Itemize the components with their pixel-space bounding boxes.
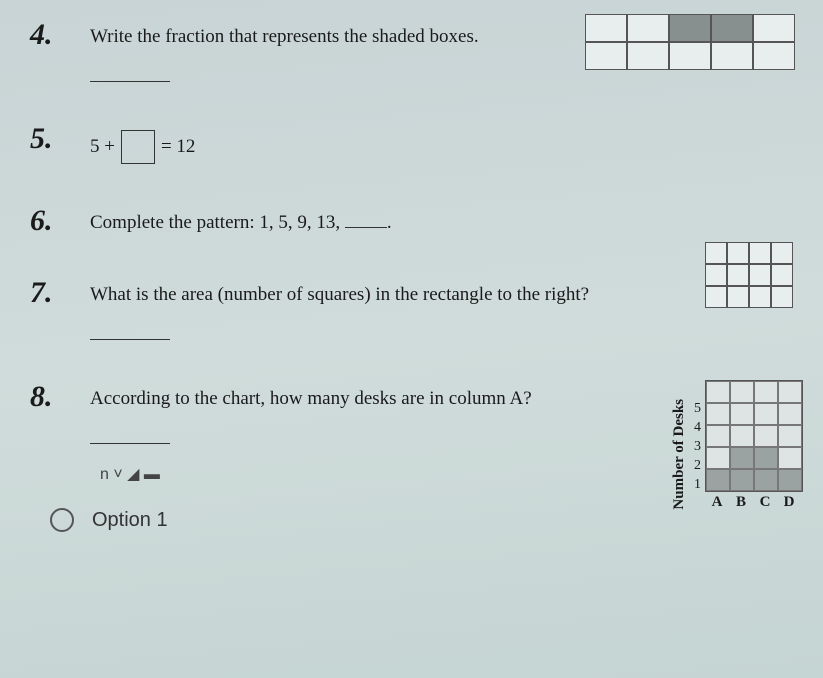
chart-cell bbox=[754, 403, 778, 425]
question-body: Complete the pattern: 1, 5, 9, 13, . bbox=[90, 206, 793, 234]
y-tick: 3 bbox=[694, 439, 701, 455]
chart-cell bbox=[706, 403, 730, 425]
grid-cell bbox=[771, 286, 793, 308]
y-tick: 2 bbox=[694, 458, 701, 474]
grid-cell bbox=[753, 14, 795, 42]
question-number: 4. bbox=[30, 20, 90, 50]
grid-cell bbox=[669, 42, 711, 70]
answer-blank[interactable] bbox=[90, 420, 170, 444]
chart-cell bbox=[778, 469, 802, 491]
chart-cell bbox=[778, 381, 802, 403]
trailing-period: . bbox=[387, 212, 392, 233]
chart-cell bbox=[754, 469, 778, 491]
chart-cell bbox=[778, 447, 802, 469]
grid-cell bbox=[705, 242, 727, 264]
grid-cell bbox=[771, 242, 793, 264]
grid-cell bbox=[727, 242, 749, 264]
chart-cell bbox=[778, 403, 802, 425]
grid-cell bbox=[705, 264, 727, 286]
x-tick: B bbox=[729, 494, 753, 511]
chart-cell bbox=[730, 381, 754, 403]
question-text: Write the fraction that represents the s… bbox=[90, 26, 479, 47]
grid-cell bbox=[585, 14, 627, 42]
grid-cell bbox=[669, 14, 711, 42]
answer-blank[interactable] bbox=[90, 316, 170, 340]
equation-right: = 12 bbox=[161, 136, 195, 158]
chart-cell bbox=[730, 403, 754, 425]
desks-chart: Number of Desks 5 4 3 2 1 ABCD bbox=[671, 380, 803, 511]
question-body: 5 + = 12 bbox=[90, 124, 793, 164]
question-number: 6. bbox=[30, 206, 90, 236]
x-tick: C bbox=[753, 494, 777, 511]
grid-cell bbox=[749, 264, 771, 286]
grid-cell bbox=[627, 42, 669, 70]
chart-cell bbox=[706, 381, 730, 403]
fraction-grid bbox=[585, 14, 795, 70]
question-text: What is the area (number of squares) in … bbox=[90, 284, 589, 305]
chart-cell bbox=[730, 469, 754, 491]
grid-cell bbox=[711, 14, 753, 42]
question-5: 5. 5 + = 12 bbox=[30, 124, 793, 164]
question-number: 8. bbox=[30, 382, 90, 412]
chart-cell bbox=[706, 447, 730, 469]
question-text: According to the chart, how many desks a… bbox=[90, 388, 532, 409]
chart-y-axis-label: Number of Desks bbox=[671, 381, 688, 510]
chart-cell bbox=[706, 425, 730, 447]
question-number: 7. bbox=[30, 278, 90, 308]
chart-cell bbox=[730, 447, 754, 469]
question-body: What is the area (number of squares) in … bbox=[90, 278, 793, 340]
chart-x-ticks: ABCD bbox=[705, 494, 803, 511]
grid-cell bbox=[627, 14, 669, 42]
chart-y-ticks: 5 4 3 2 1 bbox=[694, 401, 701, 511]
chart-cell bbox=[706, 469, 730, 491]
question-text: Complete the pattern: 1, 5, 9, 13, bbox=[90, 212, 345, 233]
question-6: 6. Complete the pattern: 1, 5, 9, 13, . bbox=[30, 206, 793, 236]
x-tick: A bbox=[705, 494, 729, 511]
grid-cell bbox=[749, 286, 771, 308]
option-1-row[interactable]: Option 1 bbox=[50, 508, 793, 532]
chart-cell bbox=[754, 381, 778, 403]
y-tick: 5 bbox=[694, 401, 701, 417]
chart-cell bbox=[730, 425, 754, 447]
question-number: 5. bbox=[30, 124, 90, 154]
grid-cell bbox=[727, 286, 749, 308]
grid-cell bbox=[753, 42, 795, 70]
equation-input-box[interactable] bbox=[121, 130, 155, 164]
grid-cell bbox=[727, 264, 749, 286]
chart-cell bbox=[754, 425, 778, 447]
chart-grid bbox=[705, 380, 803, 492]
grid-cell bbox=[585, 42, 627, 70]
grid-cell bbox=[711, 42, 753, 70]
y-tick: 4 bbox=[694, 420, 701, 436]
pattern-blank[interactable] bbox=[345, 214, 387, 228]
grid-cell bbox=[705, 286, 727, 308]
area-grid bbox=[705, 242, 793, 308]
radio-icon[interactable] bbox=[50, 508, 74, 532]
question-7: 7. What is the area (number of squares) … bbox=[30, 278, 793, 340]
y-tick: 1 bbox=[694, 477, 701, 493]
x-tick: D bbox=[777, 494, 801, 511]
option-label: Option 1 bbox=[92, 509, 168, 532]
grid-cell bbox=[749, 242, 771, 264]
equation-left: 5 + bbox=[90, 136, 115, 158]
chart-cell bbox=[754, 447, 778, 469]
answer-blank[interactable] bbox=[90, 58, 170, 82]
chart-cell bbox=[778, 425, 802, 447]
grid-cell bbox=[771, 264, 793, 286]
